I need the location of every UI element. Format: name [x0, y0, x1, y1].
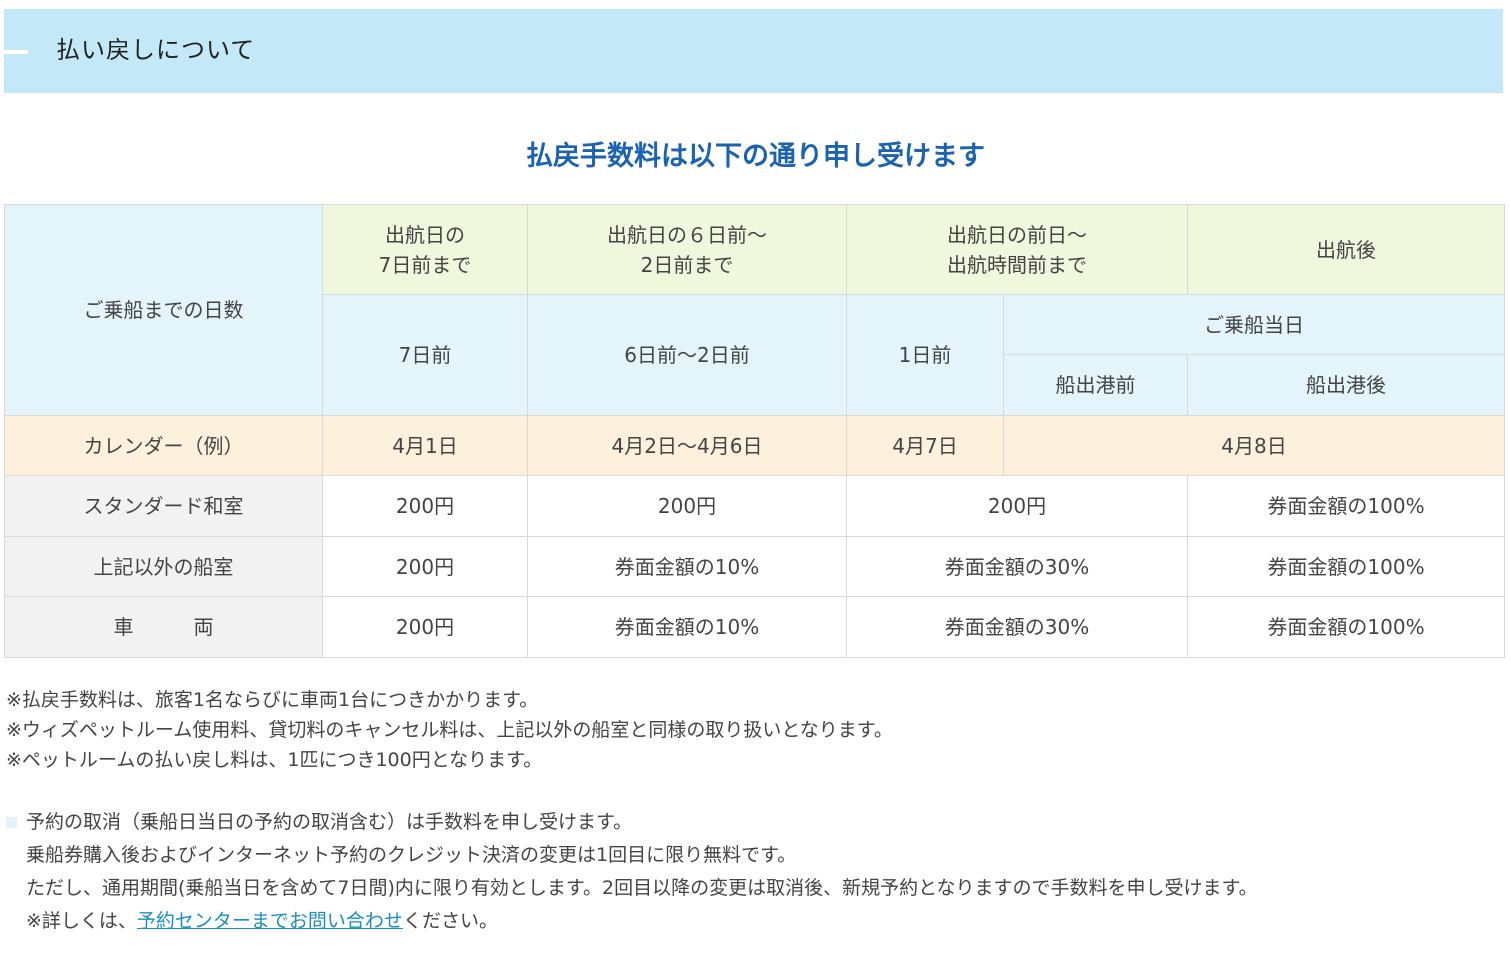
bullet-line: 乗船券購入後およびインターネット予約のクレジット決済の変更は1回目に限り無料です… [6, 839, 1258, 872]
refund-fee-table: ご乗船までの日数 出航日の 7日前まで 出航日の６日前～ 2日前まで 出航日の前… [4, 204, 1505, 658]
fee-cell: 券面金額の100% [1187, 536, 1505, 597]
days-row-label: ご乗船までの日数 [4, 204, 323, 416]
period-header: 出航日の前日～ 出航時間前まで [846, 204, 1188, 295]
days-cell: 7日前 [322, 294, 528, 416]
note-line: ※ウィズペットルーム使用料、貸切料のキャンセル料は、上記以外の船室と同様の取り扱… [6, 719, 893, 741]
period-header: 出航日の６日前～ 2日前まで [527, 204, 847, 295]
fee-cell: 200円 [527, 475, 847, 537]
days-cell: ご乗船当日 [1003, 294, 1505, 355]
calendar-cell: 4月7日 [846, 415, 1004, 476]
bullet-line: ただし、通用期間(乗船当日を含めて7日間)内に限り有効とします。2回目以降の変更… [6, 872, 1258, 905]
bullet-line: 予約の取消（乗船日当日の予約の取消含む）は手数料を申し受けます。 [6, 806, 1258, 839]
fee-cell: 券面金額の30% [846, 596, 1188, 658]
fee-cell: 券面金額の100% [1187, 596, 1505, 658]
fee-cell: 200円 [322, 475, 528, 537]
days-cell: 船出港前 [1003, 354, 1188, 416]
fee-cell: 200円 [846, 475, 1188, 537]
fee-heading: 払戻手数料は以下の通り申し受けます [526, 141, 985, 172]
cancellation-info: 予約の取消（乗船日当日の予約の取消含む）は手数料を申し受けます。 乗船券購入後お… [6, 806, 1258, 938]
days-row: 7日前 6日前～2日前 1日前 ご乗船当日 [5, 294, 1505, 416]
bullet-text: 予約の取消（乗船日当日の予約の取消含む）は手数料を申し受けます。 [26, 811, 633, 833]
bullet-square-icon [6, 817, 17, 828]
note-line: ※払戻手数料は、旅客1名ならびに車両1台につきかかります。 [6, 689, 539, 711]
row-label: 車 両 [4, 596, 323, 658]
notes: ※払戻手数料は、旅客1名ならびに車両1台につきかかります。 ※ウィズペットルーム… [6, 685, 893, 775]
row-label: スタンダード和室 [4, 475, 323, 537]
contact-center-link[interactable]: 予約センターまでお問い合わせ [136, 910, 403, 932]
section-header: 払い戻しについて [4, 9, 1503, 93]
calendar-cell: 4月2日～4月6日 [527, 415, 847, 476]
row-label: 上記以外の船室 [4, 536, 323, 597]
table-row: 車 両 200円 券面金額の10% 券面金額の30% 券面金額の100% [4, 596, 1505, 658]
fee-cell: 券面金額の10% [527, 596, 847, 658]
note-line: ※ペットルームの払い戻し料は、1匹につき100円となります。 [6, 749, 543, 771]
bullet-text: ください。 [402, 910, 498, 932]
calendar-label: カレンダー（例） [4, 415, 323, 476]
fee-cell: 200円 [322, 596, 528, 658]
period-header-row: ご乗船までの日数 出航日の 7日前まで 出航日の６日前～ 2日前まで 出航日の前… [4, 204, 1505, 416]
table-row: スタンダード和室 200円 200円 200円 券面金額の100% [4, 475, 1505, 537]
departure-row: 船出港前 船出港後 [5, 354, 1505, 416]
bullet-text: ※詳しくは、 [26, 910, 137, 932]
section-title: 払い戻しについて [56, 36, 256, 64]
calendar-cell: 4月8日 [1003, 415, 1505, 476]
period-header: 出航後 [1187, 204, 1505, 295]
calendar-cell: 4月1日 [322, 415, 528, 476]
days-cell: 6日前～2日前 [527, 294, 847, 416]
bullet-text: ただし、通用期間(乗船当日を含めて7日間)内に限り有効とします。2回目以降の変更… [26, 877, 1258, 899]
calendar-row: カレンダー（例） 4月1日 4月2日～4月6日 4月7日 4月8日 [4, 415, 1505, 476]
period-header: 出航日の 7日前まで [322, 204, 528, 295]
bullet-line: ※詳しくは、予約センターまでお問い合わせください。 [6, 905, 1258, 938]
fee-cell: 券面金額の30% [846, 536, 1188, 597]
fee-cell: 券面金額の100% [1187, 475, 1505, 537]
table-row: 上記以外の船室 200円 券面金額の10% 券面金額の30% 券面金額の100% [4, 536, 1505, 597]
fee-cell: 200円 [322, 536, 528, 597]
days-cell: 1日前 [846, 294, 1004, 416]
days-cell: 船出港後 [1187, 354, 1505, 416]
bullet-text: 乗船券購入後およびインターネット予約のクレジット決済の変更は1回目に限り無料です… [26, 844, 797, 866]
fee-cell: 券面金額の10% [527, 536, 847, 597]
header-accent-bar [4, 50, 28, 54]
